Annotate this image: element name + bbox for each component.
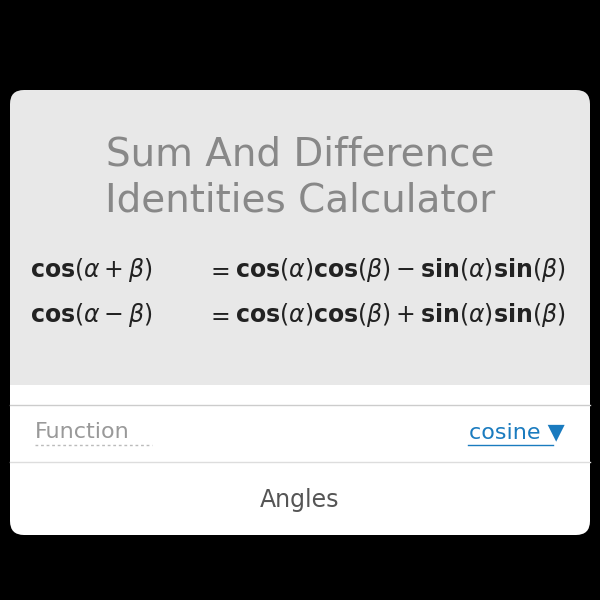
Text: Sum And Difference: Sum And Difference: [106, 136, 494, 174]
FancyBboxPatch shape: [10, 390, 590, 535]
Text: Angles: Angles: [260, 488, 340, 512]
Text: $\mathbf{cos}(\alpha)\mathbf{cos}(\beta) - \mathbf{sin}(\alpha)\mathbf{sin}(\bet: $\mathbf{cos}(\alpha)\mathbf{cos}(\beta)…: [235, 256, 565, 284]
Text: Identities Calculator: Identities Calculator: [105, 181, 495, 219]
Bar: [0, 538, 600, 600]
Text: $=$: $=$: [206, 258, 230, 282]
Text: cosine ▼: cosine ▼: [469, 422, 565, 442]
FancyBboxPatch shape: [10, 90, 590, 405]
Text: Function: Function: [35, 422, 130, 442]
Text: $\mathbf{cos}(\alpha)\mathbf{cos}(\beta) + \mathbf{sin}(\alpha)\mathbf{sin}(\bet: $\mathbf{cos}(\alpha)\mathbf{cos}(\beta)…: [235, 301, 565, 329]
Text: $=$: $=$: [206, 303, 230, 327]
Text: $\mathbf{cos}(\alpha + \beta)$: $\mathbf{cos}(\alpha + \beta)$: [30, 256, 152, 284]
Text: $\mathbf{cos}(\alpha - \beta)$: $\mathbf{cos}(\alpha - \beta)$: [30, 301, 152, 329]
FancyBboxPatch shape: [10, 385, 590, 425]
FancyBboxPatch shape: [10, 385, 590, 405]
